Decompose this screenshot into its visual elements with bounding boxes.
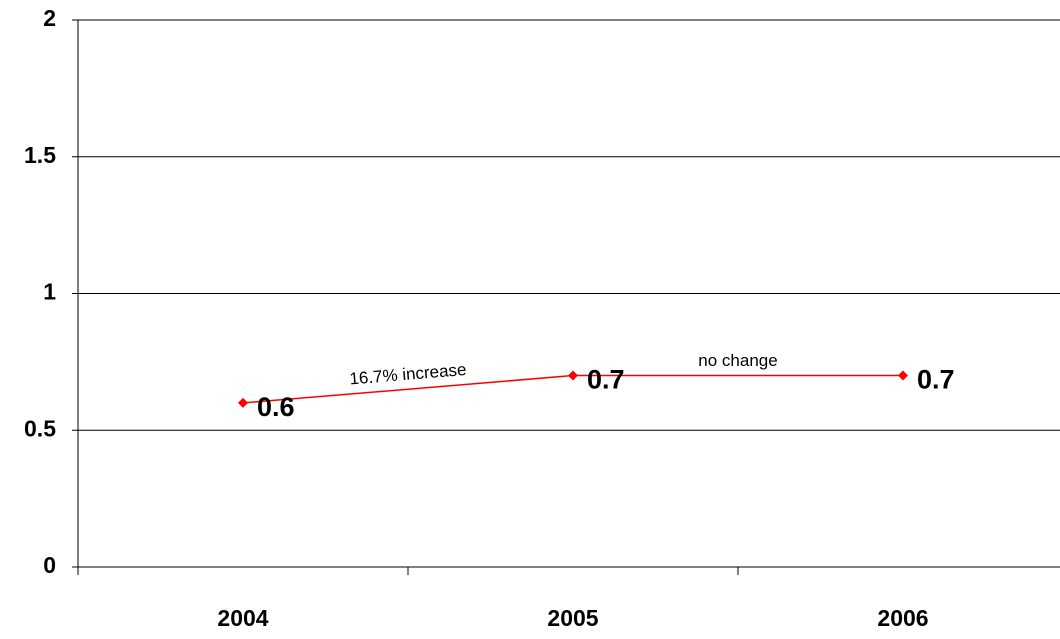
x-tick-label: 2004: [217, 605, 268, 631]
x-tick-label: 2005: [547, 605, 598, 631]
x-tick-label: 2006: [877, 605, 928, 631]
y-tick-label: 0: [43, 552, 56, 578]
annotation: 16.7% increase: [349, 360, 467, 389]
marker: [568, 370, 578, 381]
y-tick-label: 0.5: [24, 415, 56, 441]
data-label: 0.6: [257, 392, 295, 422]
y-tick-label: 1.5: [24, 142, 56, 168]
data-label: 0.7: [587, 365, 625, 395]
y-tick-label: 2: [43, 5, 56, 31]
annotation: no change: [698, 351, 777, 370]
marker: [898, 370, 908, 381]
data-label: 0.7: [917, 365, 955, 395]
marker: [238, 397, 248, 408]
y-tick-label: 1: [43, 279, 56, 305]
